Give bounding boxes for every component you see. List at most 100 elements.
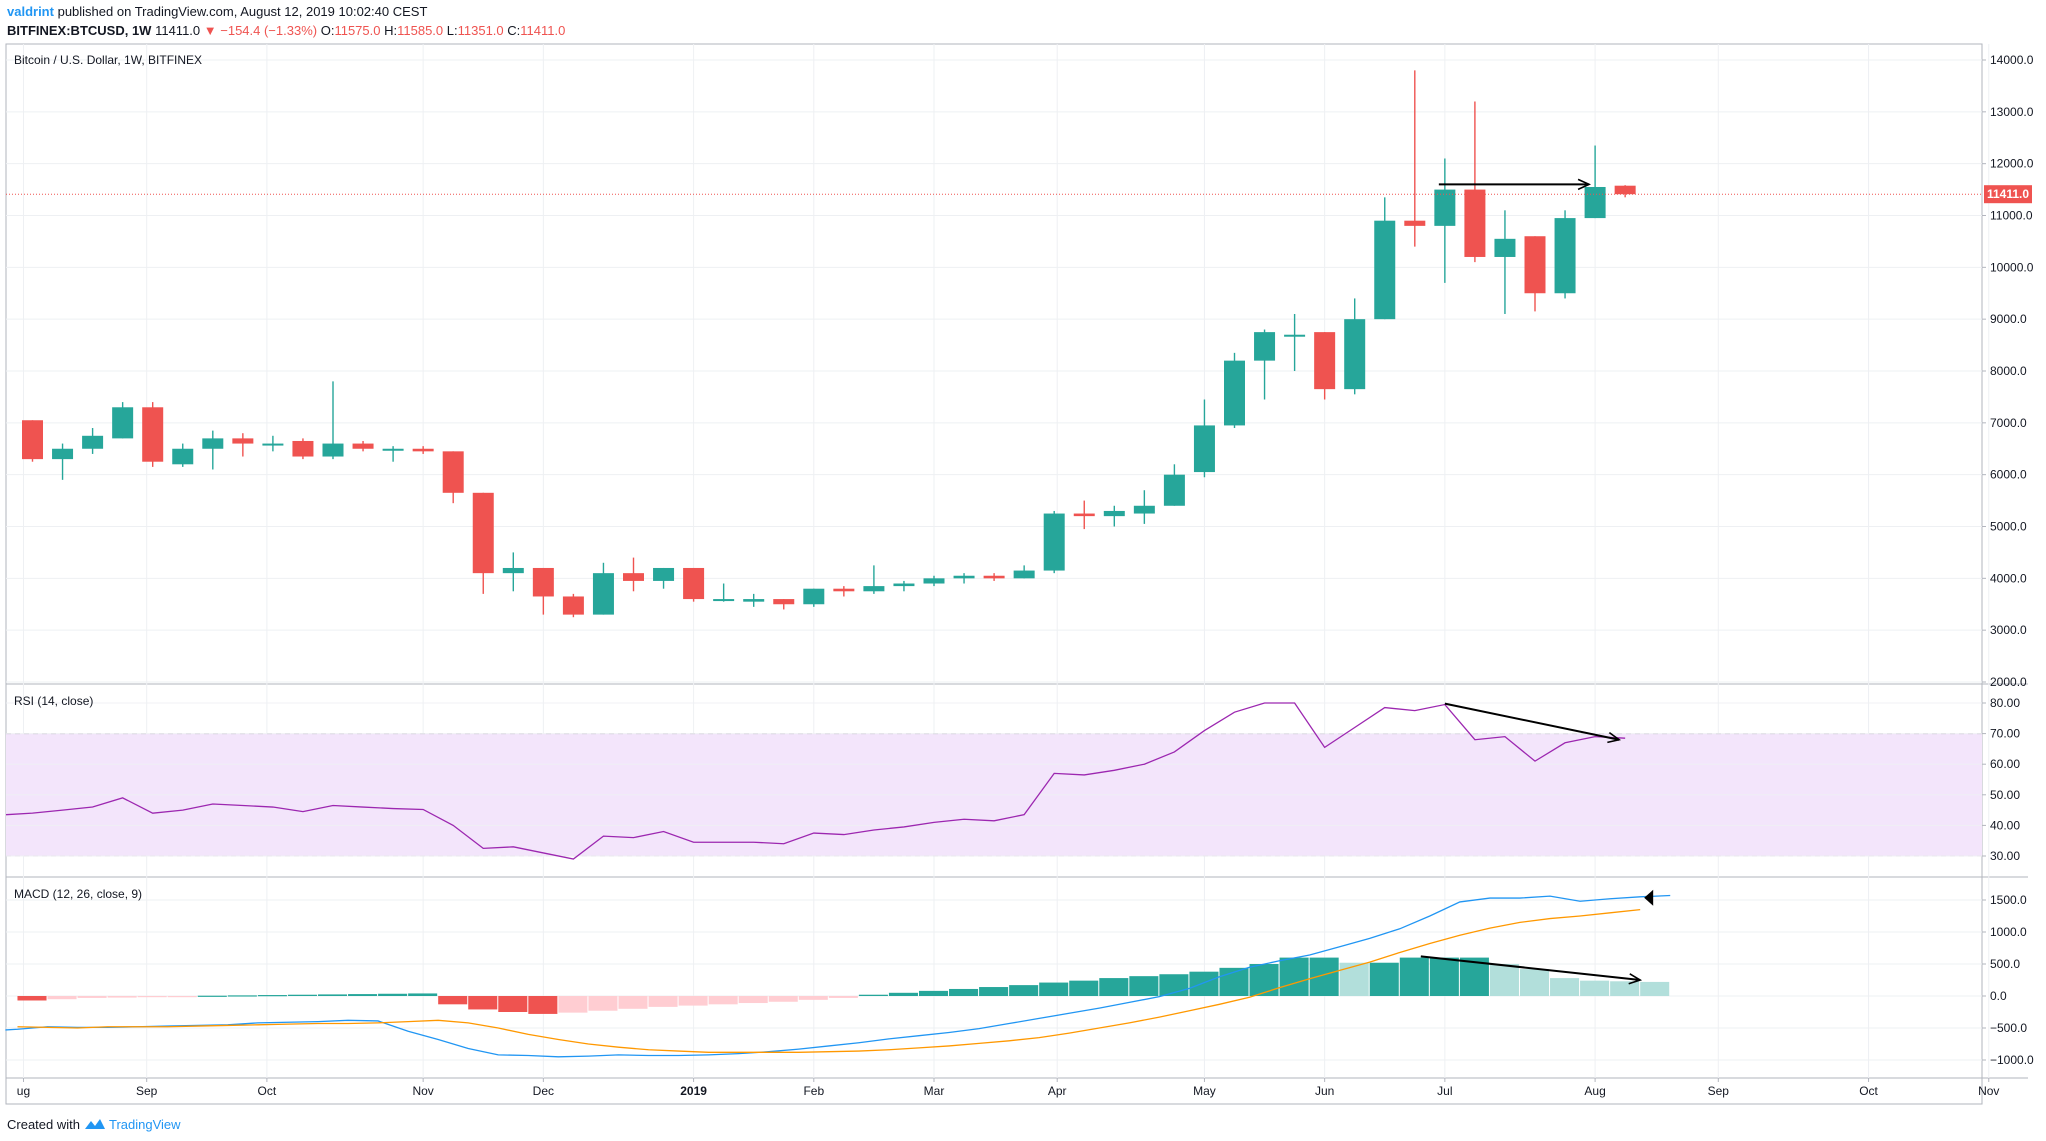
candle-body bbox=[112, 407, 134, 439]
symbol-label: BITFINEX:BTCUSD, 1W bbox=[7, 23, 152, 38]
brand-link[interactable]: TradingView bbox=[109, 1117, 181, 1132]
candle bbox=[1404, 70, 1426, 247]
candle bbox=[1013, 565, 1035, 579]
macd-histogram-bar bbox=[197, 995, 227, 997]
ohlc-line: BITFINEX:BTCUSD, 1W 11411.0 ▼ −154.4 (−1… bbox=[7, 23, 565, 38]
macd-histogram-bar bbox=[1069, 980, 1099, 996]
y-tick-label: 10000.0 bbox=[1990, 260, 2034, 274]
candle-body bbox=[653, 567, 675, 581]
macd-histogram-bar bbox=[798, 996, 828, 1000]
candle-body bbox=[1073, 513, 1095, 517]
x-tick-label: May bbox=[1193, 1084, 1216, 1098]
macd-histogram-bar bbox=[1429, 957, 1459, 996]
open-value: 11575.0 bbox=[334, 23, 381, 38]
candle bbox=[1614, 185, 1636, 198]
candle bbox=[983, 573, 1005, 581]
y-tick-label: 3000.0 bbox=[1990, 623, 2027, 637]
y-tick-label: 500.0 bbox=[1990, 957, 2020, 971]
candle-body bbox=[1374, 220, 1396, 320]
y-tick-label: 5000.0 bbox=[1990, 520, 2027, 534]
macd-histogram-bar bbox=[768, 996, 798, 1002]
macd-histogram-bar bbox=[378, 993, 408, 996]
candle bbox=[1344, 298, 1366, 395]
macd-histogram-bar bbox=[1489, 964, 1519, 996]
macd-histogram-bar bbox=[137, 996, 167, 998]
macd-histogram-bar bbox=[888, 992, 918, 996]
candle bbox=[1073, 500, 1095, 530]
macd-histogram-bar bbox=[1369, 962, 1399, 996]
candle-body bbox=[142, 407, 164, 462]
candle-body bbox=[923, 578, 945, 584]
y-tick-label: 60.00 bbox=[1990, 757, 2020, 771]
candle bbox=[1494, 210, 1516, 314]
x-tick-label: Feb bbox=[803, 1084, 824, 1098]
y-tick-label: 30.00 bbox=[1990, 849, 2020, 863]
macd-histogram-bar bbox=[1550, 978, 1580, 996]
candle-body bbox=[202, 438, 224, 449]
candle-body bbox=[1584, 186, 1606, 219]
candle bbox=[202, 430, 224, 470]
candle-body bbox=[562, 596, 584, 615]
main-chart-title: Bitcoin / U.S. Dollar, 1W, BITFINEX bbox=[14, 53, 202, 67]
candle-body bbox=[953, 575, 975, 579]
x-tick-label: Dec bbox=[533, 1084, 554, 1098]
x-tick-label: Jun bbox=[1315, 1084, 1334, 1098]
candle-body bbox=[412, 448, 434, 452]
publish-line: valdrint published on TradingView.com, A… bbox=[7, 4, 427, 19]
candle-body bbox=[22, 420, 43, 460]
y-tick-label: 12000.0 bbox=[1990, 157, 2034, 171]
macd-histogram-bar bbox=[498, 996, 528, 1012]
rsi-title: RSI (14, close) bbox=[14, 694, 93, 708]
x-tick-label: Oct bbox=[1859, 1084, 1878, 1098]
change-value: ▼ −154.4 (−1.33%) bbox=[203, 23, 318, 38]
close-value: 11411.0 bbox=[520, 23, 566, 38]
x-tick-label: Aug bbox=[1584, 1084, 1605, 1098]
macd-histogram-bar bbox=[1129, 976, 1159, 996]
macd-histogram-bar bbox=[678, 996, 708, 1006]
candle bbox=[532, 567, 554, 615]
macd-histogram-bar bbox=[738, 996, 768, 1004]
rsi-divergence-arrow bbox=[1444, 702, 1622, 744]
x-tick-label: Oct bbox=[258, 1084, 277, 1098]
macd-histogram-bar bbox=[1309, 957, 1339, 996]
macd-divergence-arrow bbox=[1420, 955, 1643, 985]
macd-histogram-bar bbox=[828, 996, 858, 998]
candle-body bbox=[1284, 334, 1306, 337]
y-tick-label: 70.00 bbox=[1990, 727, 2020, 741]
candle-body bbox=[1494, 238, 1516, 257]
macd-histogram-bar bbox=[918, 990, 949, 996]
macd-histogram-bar bbox=[1279, 957, 1309, 996]
candle-body bbox=[713, 599, 735, 602]
candle bbox=[502, 552, 524, 592]
macd-title: MACD (12, 26, close, 9) bbox=[14, 887, 142, 901]
candle bbox=[52, 443, 74, 480]
macd-histogram-bar bbox=[1249, 964, 1279, 996]
open-label: O: bbox=[320, 23, 335, 38]
candle bbox=[352, 440, 374, 452]
author-link[interactable]: valdrint bbox=[7, 4, 54, 19]
macd-histogram-bar bbox=[528, 996, 558, 1014]
macd-histogram-bar bbox=[257, 995, 287, 997]
candle bbox=[653, 567, 675, 589]
created-with-text: Created with bbox=[7, 1117, 80, 1132]
macd-histogram-bar bbox=[468, 996, 498, 1010]
candle-body bbox=[833, 588, 855, 592]
low-label: L: bbox=[446, 23, 458, 38]
candle bbox=[1464, 101, 1486, 263]
candle bbox=[1524, 236, 1546, 312]
candle-body bbox=[1133, 505, 1155, 514]
y-tick-label: 50.00 bbox=[1990, 788, 2020, 802]
y-tick-label: 9000.0 bbox=[1990, 312, 2027, 326]
candle-body bbox=[743, 599, 765, 602]
candle-body bbox=[623, 573, 644, 581]
candle-body bbox=[803, 588, 825, 605]
macd-histogram-bar bbox=[1399, 957, 1429, 996]
macd-histogram-bar bbox=[618, 996, 648, 1009]
candle bbox=[1434, 158, 1456, 283]
candle bbox=[592, 562, 614, 615]
candle-body bbox=[773, 599, 795, 605]
candle bbox=[1133, 490, 1155, 524]
candle-body bbox=[1103, 510, 1125, 517]
last-price-label: 11411.0 bbox=[1987, 187, 2029, 201]
